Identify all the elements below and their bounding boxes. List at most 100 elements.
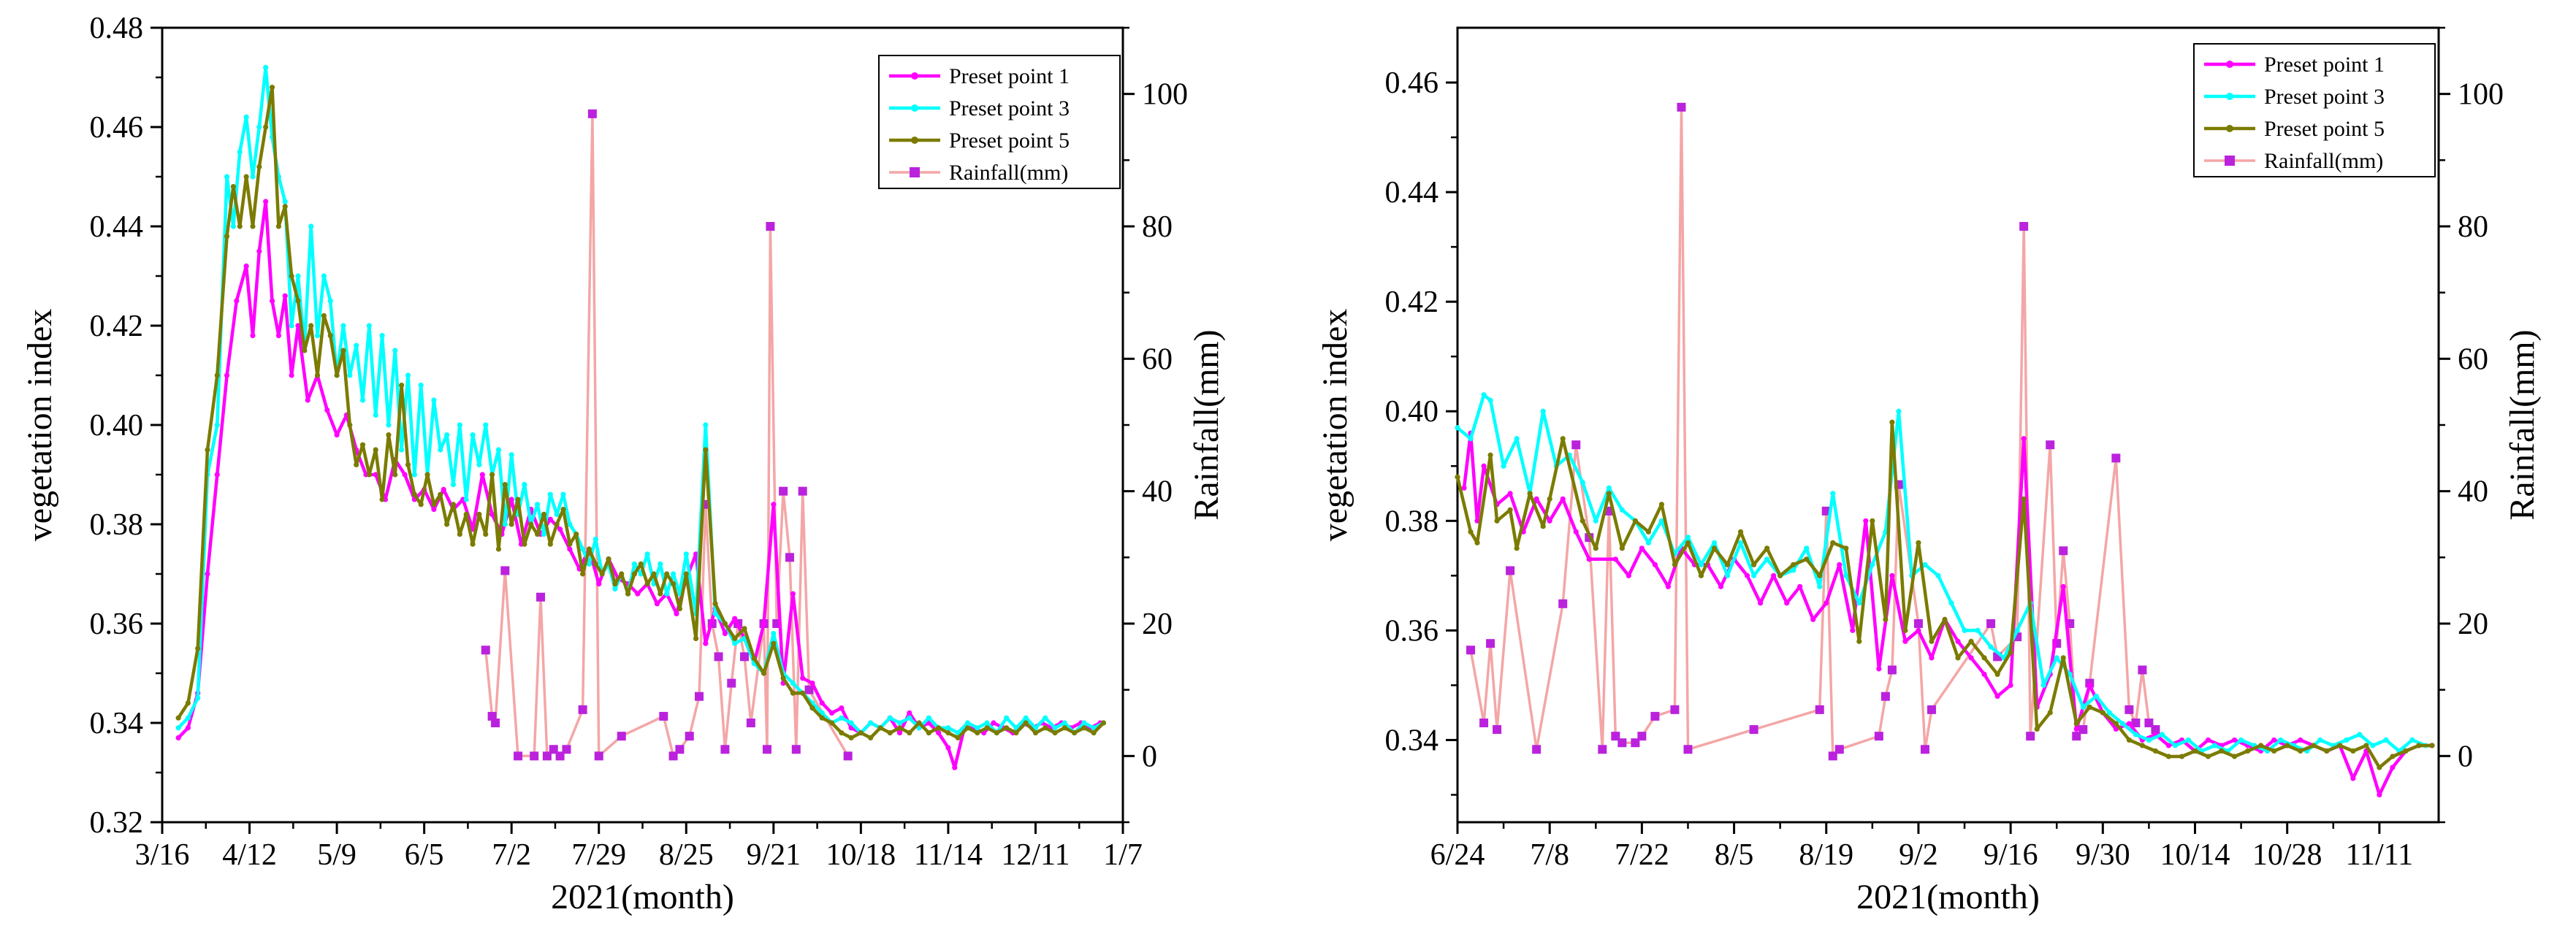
preset-point-5-marker	[592, 561, 598, 567]
rainfall-mm-marker	[562, 745, 571, 754]
rainfall-mm-marker	[1493, 725, 1502, 735]
preset-point-1-marker	[1560, 496, 1566, 502]
preset-point-3-marker	[444, 432, 450, 438]
x-tick-label: 7/22	[1615, 838, 1669, 872]
preset-point-5-marker	[302, 348, 308, 353]
preset-point-1-marker	[1771, 572, 1777, 578]
preset-point-1-marker	[1481, 463, 1487, 469]
preset-point-5-marker	[347, 422, 353, 428]
x-tick-label: 9/16	[1984, 838, 2038, 872]
preset-point-3-marker	[438, 447, 443, 453]
rainfall-mm-marker	[2046, 440, 2055, 450]
preset-point-1-marker	[224, 372, 230, 378]
preset-point-1-marker	[2205, 737, 2211, 743]
preset-point-3-marker	[2040, 682, 2046, 689]
preset-point-1-marker	[1850, 627, 1856, 633]
legend-label: Preset point 5	[2264, 117, 2385, 141]
x-tick-label: 6/24	[1430, 838, 1485, 872]
preset-point-3-marker	[418, 383, 424, 388]
y-tick-label: 0.42	[90, 310, 144, 343]
preset-point-5-marker	[450, 502, 457, 507]
rainfall-mm-marker	[1920, 745, 1929, 754]
preset-point-5-marker	[771, 640, 777, 646]
rainfall-mm-marker	[1986, 619, 1996, 628]
legend-box	[878, 55, 1121, 189]
preset-point-3-marker	[579, 546, 586, 552]
preset-point-3-marker	[2383, 737, 2389, 743]
preset-point-3-marker	[508, 452, 514, 458]
preset-point-3-marker	[1711, 540, 1718, 545]
preset-point-5-marker	[354, 461, 359, 468]
preset-point-5-marker	[327, 333, 333, 339]
preset-point-3-marker	[2014, 627, 2020, 633]
preset-point-1-marker	[790, 591, 796, 597]
preset-point-5-marker	[1994, 671, 2000, 678]
x-tick-label: 7/2	[492, 838, 531, 872]
rainfall-mm-marker	[530, 751, 539, 761]
preset-point-5-marker	[1606, 491, 1612, 497]
preset-point-1-marker	[800, 675, 806, 681]
preset-point-5-marker	[839, 730, 845, 736]
preset-point-1-marker	[489, 511, 495, 518]
preset-point-3-marker	[373, 412, 378, 418]
preset-point-3-marker	[1081, 720, 1087, 726]
preset-point-5-marker	[800, 690, 806, 696]
legend-swatch-marker	[911, 72, 918, 80]
preset-point-3-marker	[399, 447, 405, 453]
preset-point-1-marker	[1824, 600, 1829, 606]
preset-point-1-marker	[441, 486, 446, 493]
preset-point-3-marker	[340, 323, 346, 329]
preset-point-3-marker	[1540, 408, 1546, 414]
preset-point-5-marker	[1004, 725, 1010, 731]
rainfall-mm-marker	[1466, 646, 1476, 655]
preset-point-5-marker	[214, 372, 220, 378]
rainfall-mm-marker	[2072, 732, 2081, 741]
legend-swatch-marker	[911, 104, 918, 112]
preset-point-5-marker	[606, 556, 611, 562]
preset-point-3-marker	[592, 536, 598, 543]
preset-point-3-marker	[547, 491, 553, 497]
preset-point-1-marker	[945, 745, 951, 751]
preset-point-3-marker	[256, 124, 262, 130]
preset-point-5-marker	[399, 383, 405, 388]
rainfall-mm-marker	[2111, 453, 2121, 463]
rainfall-mm-marker	[1683, 745, 1693, 754]
preset-point-5-marker	[463, 511, 469, 518]
preset-point-5-marker	[438, 491, 443, 497]
preset-point-5-marker	[1791, 562, 1796, 567]
preset-point-1-line	[177, 199, 1102, 770]
x-tick-label: 11/11	[2346, 838, 2414, 872]
x-tick-label: 10/14	[2160, 838, 2230, 872]
preset-point-5-marker	[295, 298, 301, 304]
preset-point-1-marker	[936, 730, 942, 736]
preset-point-5-marker	[2285, 743, 2290, 748]
preset-point-1-marker	[275, 333, 281, 339]
x-tick-label: 11/14	[914, 838, 983, 872]
preset-point-1-marker	[1889, 572, 1895, 578]
rainfall-mm-marker	[491, 719, 500, 727]
preset-point-3-marker	[483, 422, 489, 428]
preset-point-5-marker	[1889, 419, 1895, 425]
preset-point-3-marker	[2093, 693, 2099, 700]
preset-point-3-marker	[359, 397, 366, 403]
preset-point-5-marker	[2363, 743, 2369, 748]
preset-point-3-marker	[1962, 627, 1967, 633]
preset-point-5-marker	[1645, 529, 1651, 535]
preset-point-5-marker	[224, 234, 230, 240]
legend-swatch-marker	[2226, 125, 2233, 132]
y-tick-label: 0.34	[1385, 724, 1439, 757]
preset-point-3-marker	[295, 273, 301, 279]
preset-point-5-marker	[2060, 655, 2066, 661]
legend-swatch-marker	[2226, 93, 2233, 100]
y2-tick-label: 80	[2458, 210, 2488, 244]
x-tick-label: 9/21	[746, 838, 801, 872]
preset-point-3-marker	[495, 447, 502, 453]
preset-point-5-marker	[489, 472, 495, 478]
preset-point-5-marker	[1507, 507, 1513, 513]
y2-axis-title: Rainfall(mm)	[1187, 329, 1226, 520]
preset-point-3-marker	[1593, 518, 1598, 524]
preset-point-1-marker	[1955, 638, 1961, 644]
preset-point-3-marker	[1830, 491, 1836, 497]
preset-point-1-marker	[295, 323, 301, 329]
preset-point-5-marker	[1540, 524, 1546, 529]
